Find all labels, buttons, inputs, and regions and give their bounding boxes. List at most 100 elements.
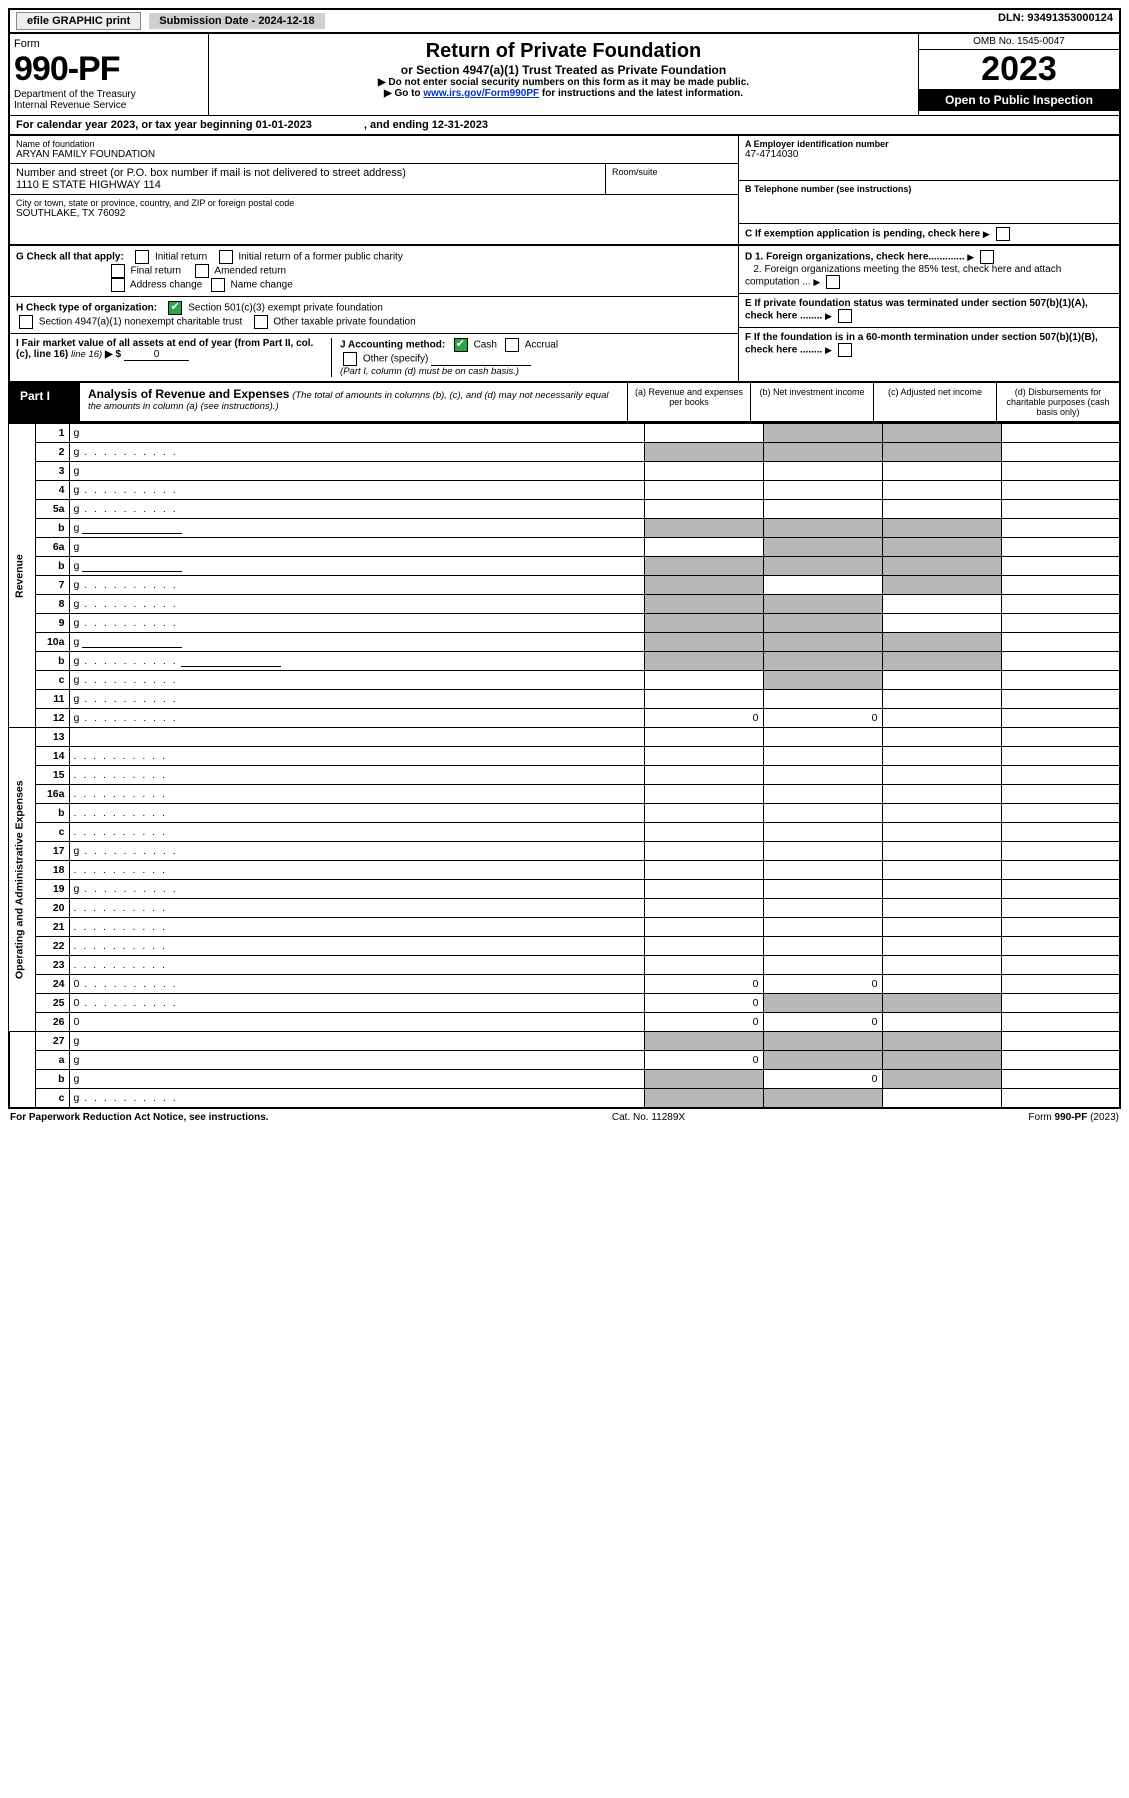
value-cell xyxy=(763,595,882,614)
value-cell xyxy=(644,918,763,937)
addr-value: 1110 E STATE HIGHWAY 114 xyxy=(16,179,599,191)
footer-catno: Cat. No. 11289X xyxy=(612,1112,685,1123)
h-label: H Check type of organization: xyxy=(16,303,157,314)
value-cell xyxy=(1001,975,1120,994)
table-row: 12g00 xyxy=(9,709,1120,728)
row-desc: g xyxy=(69,443,644,462)
open-inspection: Open to Public Inspection xyxy=(919,89,1119,111)
value-cell xyxy=(763,652,882,671)
value-cell xyxy=(1001,690,1120,709)
row-desc: g xyxy=(69,1032,644,1051)
j-cash[interactable] xyxy=(454,338,468,352)
value-cell xyxy=(1001,956,1120,975)
value-cell: 0 xyxy=(644,994,763,1013)
part1-header: Part I Analysis of Revenue and Expenses … xyxy=(8,383,1121,423)
table-row: 24000 xyxy=(9,975,1120,994)
table-row: cg xyxy=(9,1089,1120,1109)
value-cell xyxy=(882,1089,1001,1109)
table-row: 17g xyxy=(9,842,1120,861)
row-desc: g xyxy=(69,557,644,576)
j-other[interactable] xyxy=(343,352,357,366)
value-cell xyxy=(644,614,763,633)
value-cell xyxy=(1001,576,1120,595)
value-cell xyxy=(882,956,1001,975)
value-cell xyxy=(1001,842,1120,861)
row-number: a xyxy=(35,1051,69,1070)
value-cell xyxy=(882,747,1001,766)
d2-checkbox[interactable] xyxy=(826,275,840,289)
row-number: 3 xyxy=(35,462,69,481)
side-label: Revenue xyxy=(9,424,35,728)
e-checkbox[interactable] xyxy=(838,309,852,323)
c-label: C If exemption application is pending, c… xyxy=(745,229,980,240)
j-accrual[interactable] xyxy=(505,338,519,352)
value-cell: 0 xyxy=(763,975,882,994)
value-cell xyxy=(882,443,1001,462)
row-desc xyxy=(69,956,644,975)
g-final-return[interactable] xyxy=(111,264,125,278)
value-cell xyxy=(763,481,882,500)
page-footer: For Paperwork Reduction Act Notice, see … xyxy=(8,1109,1121,1126)
value-cell xyxy=(882,1032,1001,1051)
value-cell xyxy=(644,728,763,747)
room-suite: Room/suite xyxy=(605,164,738,194)
g-initial-former[interactable] xyxy=(219,250,233,264)
h-4947[interactable] xyxy=(19,315,33,329)
g-o3: Final return xyxy=(130,266,181,277)
g-amended[interactable] xyxy=(195,264,209,278)
table-row: bg xyxy=(9,519,1120,538)
city-label: City or town, state or province, country… xyxy=(16,198,732,208)
part1-table: Revenue1g2g3g4g5agbg 6agbg 7g8g9g10ag bg… xyxy=(8,423,1121,1109)
value-cell xyxy=(763,1089,882,1109)
row-number: 15 xyxy=(35,766,69,785)
value-cell xyxy=(644,956,763,975)
row-desc xyxy=(69,785,644,804)
value-cell xyxy=(882,937,1001,956)
row-number: 14 xyxy=(35,747,69,766)
h-other-taxable[interactable] xyxy=(254,315,268,329)
g-initial-return[interactable] xyxy=(135,250,149,264)
value-cell xyxy=(644,538,763,557)
value-cell xyxy=(882,576,1001,595)
f-checkbox[interactable] xyxy=(838,343,852,357)
name-label: Name of foundation xyxy=(16,139,732,149)
value-cell xyxy=(644,861,763,880)
value-cell xyxy=(644,880,763,899)
addr-label: Number and street (or P.O. box number if… xyxy=(16,167,599,179)
table-row: 23 xyxy=(9,956,1120,975)
value-cell: 0 xyxy=(644,709,763,728)
g-name-change[interactable] xyxy=(211,278,225,292)
value-cell xyxy=(1001,823,1120,842)
efile-print-button[interactable]: efile GRAPHIC print xyxy=(16,12,141,30)
d1-checkbox[interactable] xyxy=(980,250,994,264)
row-desc: g xyxy=(69,880,644,899)
value-cell xyxy=(882,462,1001,481)
h-501c3[interactable] xyxy=(168,301,182,315)
top-bar: efile GRAPHIC print Submission Date - 20… xyxy=(8,8,1121,34)
row-number: 13 xyxy=(35,728,69,747)
form-link[interactable]: www.irs.gov/Form990PF xyxy=(423,88,539,99)
dln: DLN: 93491353000124 xyxy=(992,10,1119,32)
value-cell xyxy=(1001,747,1120,766)
h-o3: Other taxable private foundation xyxy=(273,317,415,328)
value-cell xyxy=(763,994,882,1013)
form-header: Form 990-PF Department of the Treasury I… xyxy=(8,34,1121,115)
row-desc: 0 xyxy=(69,1013,644,1032)
row-number: 21 xyxy=(35,918,69,937)
value-cell xyxy=(644,424,763,443)
value-cell xyxy=(882,766,1001,785)
value-cell xyxy=(644,576,763,595)
dept-treasury: Department of the Treasury xyxy=(14,89,204,100)
g-address-change[interactable] xyxy=(111,278,125,292)
row-number: 8 xyxy=(35,595,69,614)
value-cell xyxy=(644,823,763,842)
table-row: b xyxy=(9,804,1120,823)
c-checkbox[interactable] xyxy=(996,227,1010,241)
g-o1: Initial return xyxy=(155,252,207,263)
h-o2: Section 4947(a)(1) nonexempt charitable … xyxy=(39,317,242,328)
row-desc: g xyxy=(69,1070,644,1089)
i-arrow: ▶ $ xyxy=(105,349,121,360)
value-cell xyxy=(763,842,882,861)
row-desc: g xyxy=(69,690,644,709)
row-number: 17 xyxy=(35,842,69,861)
